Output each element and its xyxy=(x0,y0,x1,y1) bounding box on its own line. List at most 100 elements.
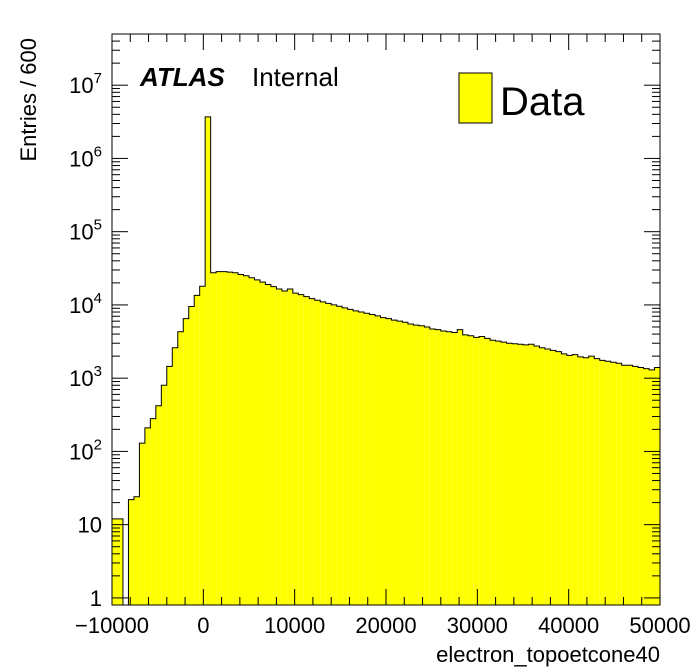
histogram-bar xyxy=(495,341,502,605)
histogram-bars xyxy=(111,116,661,606)
histogram-bar xyxy=(259,282,266,605)
legend: Data xyxy=(458,72,585,124)
histogram-bar xyxy=(325,303,332,605)
histogram-bar xyxy=(424,326,430,605)
atlas-label-internal: Internal xyxy=(252,62,339,92)
legend-swatch-data xyxy=(458,72,493,124)
histogram-bar xyxy=(331,304,337,605)
histogram-bar xyxy=(577,356,584,605)
histogram-bar xyxy=(512,343,518,605)
y-tick-label: 103 xyxy=(69,363,102,391)
histogram-bar xyxy=(314,300,321,605)
histogram-bar xyxy=(654,367,660,605)
histogram-bar xyxy=(369,314,376,605)
histogram-bar xyxy=(276,288,282,605)
histogram-bar xyxy=(484,338,491,605)
histogram-bar xyxy=(539,347,545,605)
histogram-bar xyxy=(281,290,288,605)
y-tick-label: 1 xyxy=(90,586,102,611)
histogram-bar xyxy=(150,418,156,605)
histogram-bar xyxy=(227,272,233,605)
histogram-bar xyxy=(221,271,228,605)
histogram-bar xyxy=(407,323,414,605)
histogram-bar xyxy=(238,274,244,605)
plot-frame xyxy=(111,33,661,606)
histogram-bar xyxy=(139,443,145,605)
histogram-bar xyxy=(177,331,184,605)
x-tick-label: 10000 xyxy=(264,613,325,638)
histogram-bar xyxy=(375,315,381,605)
histogram-bar xyxy=(599,360,606,605)
histogram-bar xyxy=(555,351,562,605)
histogram-bar xyxy=(643,368,650,605)
histogram-bar xyxy=(418,325,425,605)
atlas-label: ATLAS Internal xyxy=(139,62,339,92)
histogram-bar xyxy=(627,365,633,605)
histogram-bar xyxy=(144,427,151,605)
histogram-bar xyxy=(649,369,655,605)
atlas-label-bold: ATLAS xyxy=(139,62,225,92)
histogram-bar xyxy=(303,296,310,605)
histogram-bar xyxy=(517,344,523,605)
x-tick-label: 0 xyxy=(197,613,209,638)
x-tick-labels: −10000 0 10000 20000 30000 40000 50000 xyxy=(75,613,691,638)
histogram-bar xyxy=(457,329,463,605)
histogram-bar xyxy=(566,355,573,605)
histogram-bar xyxy=(413,325,419,605)
y-tick-labels: 1 10 102 103 104 105 106 107 xyxy=(69,70,102,611)
histogram-bar xyxy=(243,275,249,605)
histogram-bar xyxy=(380,317,386,605)
histogram-bar xyxy=(402,322,408,605)
histogram-bar xyxy=(353,310,359,605)
y-tick-label: 106 xyxy=(69,143,102,171)
histogram-bar xyxy=(396,321,403,605)
histogram-bar xyxy=(270,286,277,605)
histogram-bar xyxy=(161,385,167,605)
axis-ticks xyxy=(111,33,661,605)
histogram-bar xyxy=(172,347,178,605)
x-axis-title: electron_topoetcone40 xyxy=(436,642,660,667)
histogram-bar xyxy=(194,295,200,605)
x-tick-label: −10000 xyxy=(75,613,149,638)
histogram-bar xyxy=(249,277,255,605)
histogram-bar xyxy=(446,331,452,605)
y-tick-label: 105 xyxy=(69,217,102,245)
histogram-bar xyxy=(440,331,447,605)
histogram-bar xyxy=(583,357,589,605)
histogram-bar xyxy=(621,365,628,605)
histogram-bar xyxy=(501,342,507,605)
histogram-bar xyxy=(287,288,293,605)
histogram-bar xyxy=(435,329,441,605)
histogram-bar xyxy=(550,350,556,605)
histogram-bar xyxy=(183,318,189,605)
histogram-bar xyxy=(506,343,513,605)
histogram-bar xyxy=(112,518,118,605)
histogram-bar xyxy=(155,405,162,605)
y-axis-title: Entries / 600 xyxy=(16,38,41,162)
legend-label-data: Data xyxy=(500,80,585,124)
histogram-bar xyxy=(188,306,195,605)
histogram-bar xyxy=(490,340,496,605)
histogram-bar xyxy=(309,298,315,605)
histogram-bar xyxy=(544,349,551,605)
histogram-bar xyxy=(292,293,299,605)
x-tick-label: 20000 xyxy=(355,613,416,638)
histogram-bar xyxy=(616,363,622,605)
histogram-bar xyxy=(572,354,578,605)
x-tick-label: 50000 xyxy=(629,613,690,638)
histogram-bar xyxy=(254,279,260,605)
histogram-bar xyxy=(117,518,123,605)
histogram-bar xyxy=(528,344,534,605)
histogram-bar xyxy=(533,345,540,605)
y-tick-label: 10 xyxy=(78,513,102,538)
histogram-bar xyxy=(342,307,348,605)
histogram-bar xyxy=(320,301,326,605)
histogram-bar xyxy=(336,306,343,605)
y-tick-label: 107 xyxy=(69,70,102,98)
histogram-bar xyxy=(298,294,304,605)
histogram-bar xyxy=(358,312,365,605)
histogram-bar xyxy=(632,366,639,605)
histogram-bar xyxy=(594,358,600,605)
histogram-bar xyxy=(610,362,617,605)
histogram-bar xyxy=(232,272,239,605)
